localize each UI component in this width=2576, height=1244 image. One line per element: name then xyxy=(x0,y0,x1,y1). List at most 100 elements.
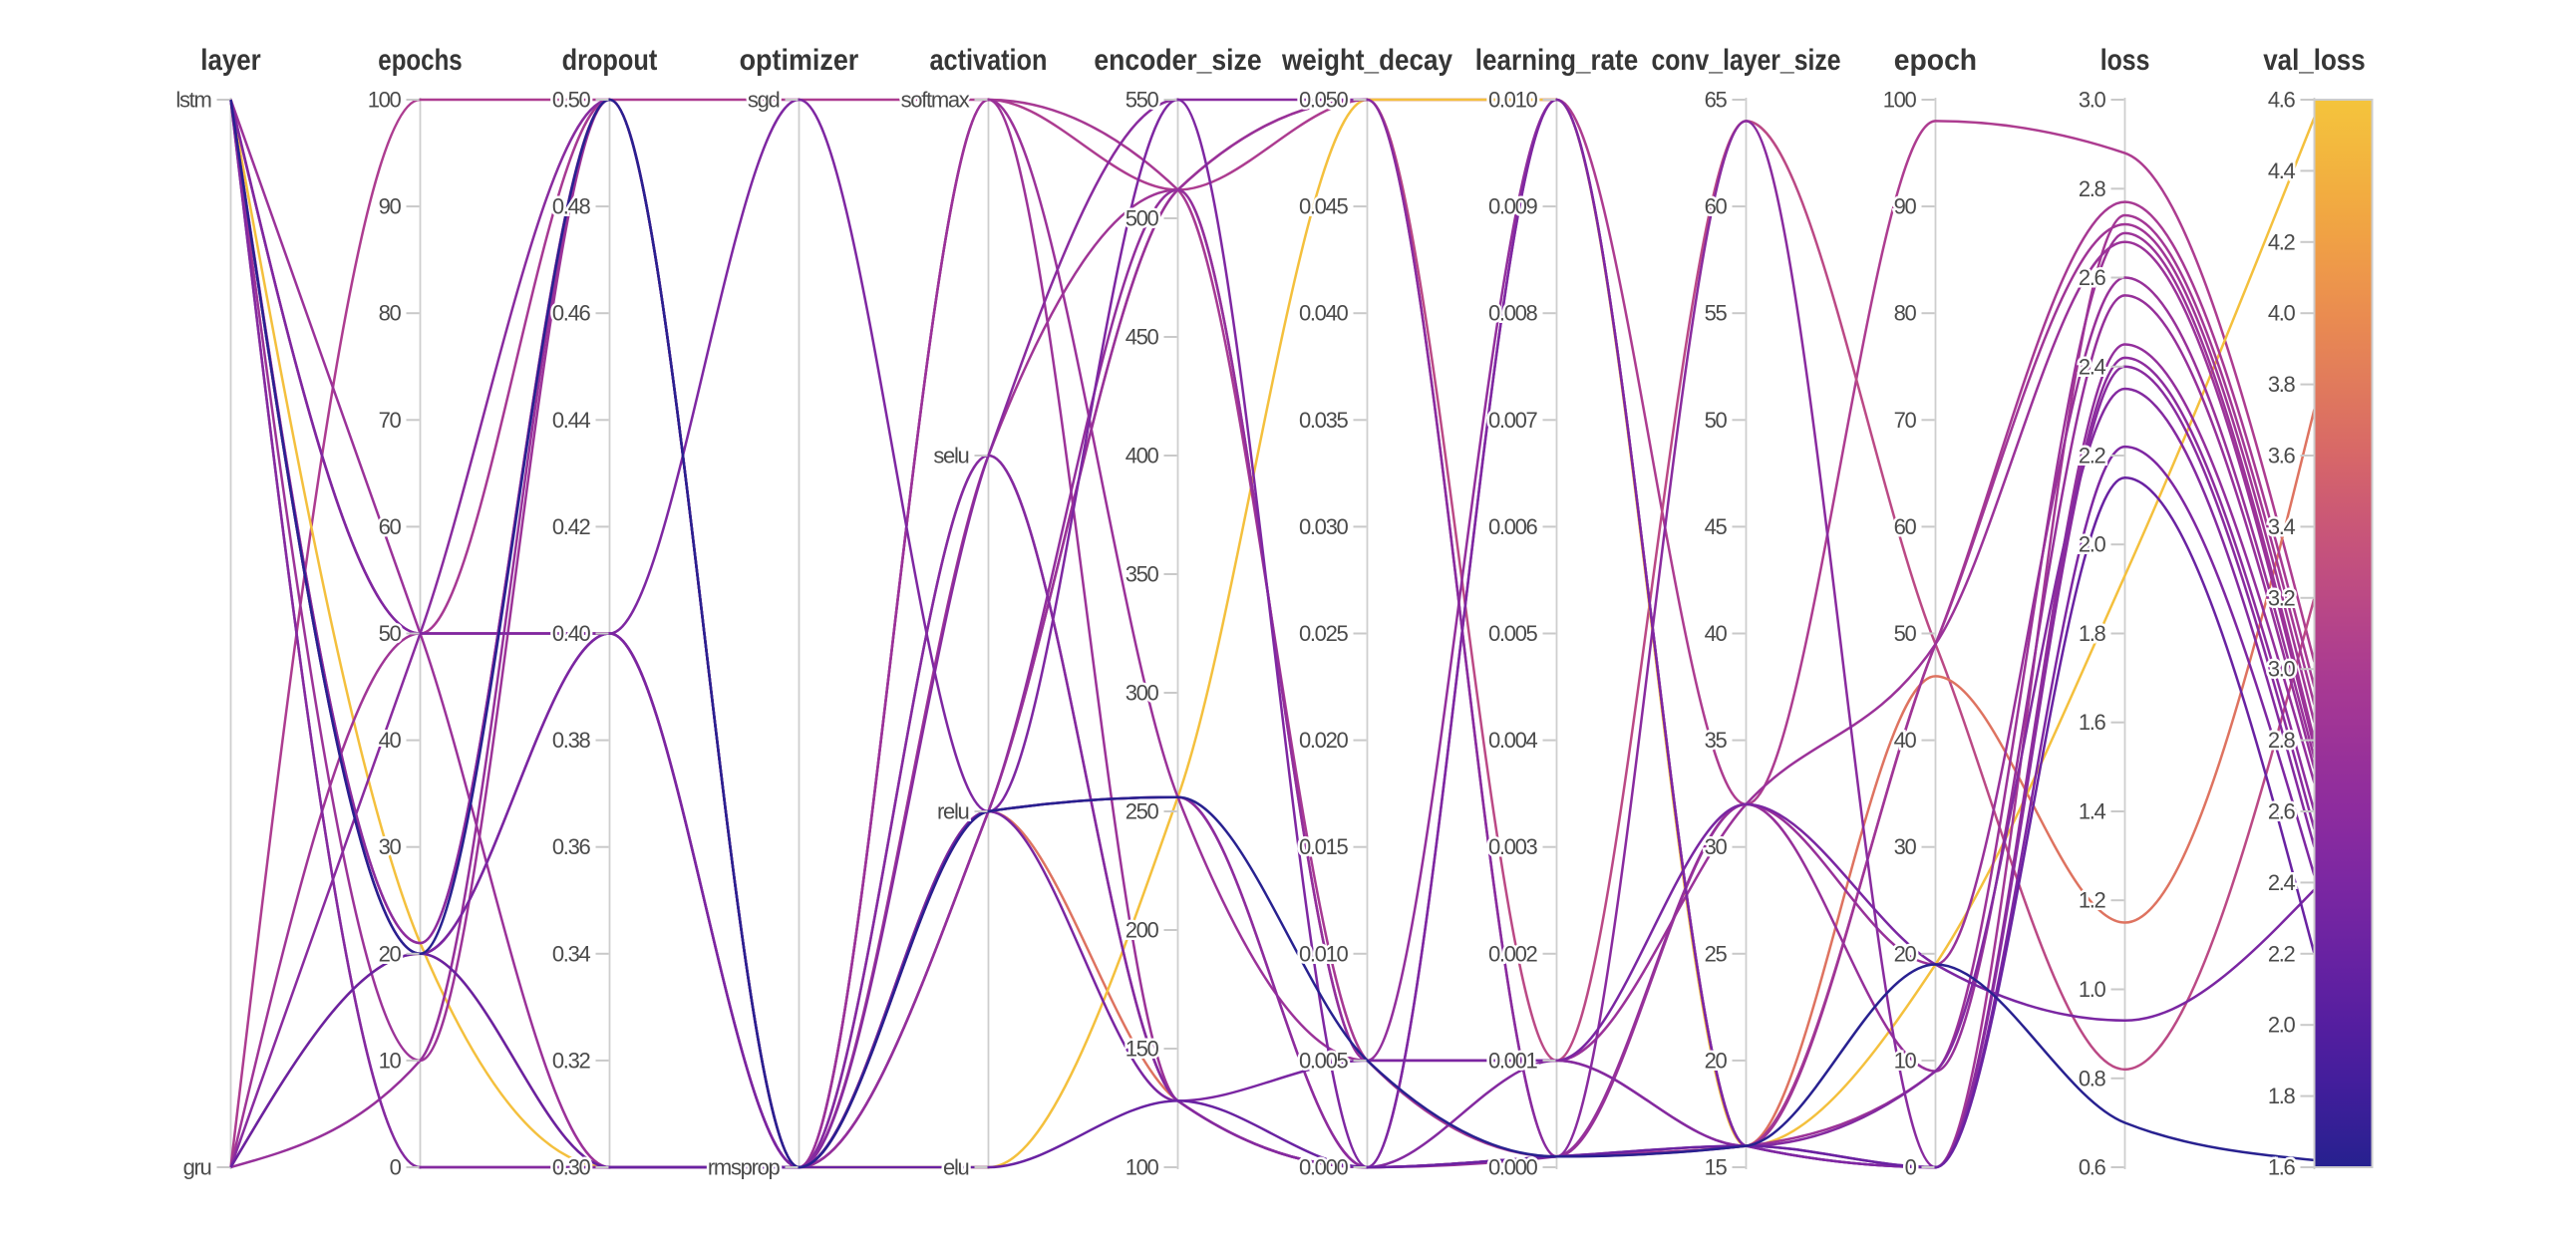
svg-text:90: 90 xyxy=(1894,194,1917,219)
svg-text:0.008: 0.008 xyxy=(1488,301,1538,326)
svg-text:45: 45 xyxy=(1705,514,1728,539)
svg-text:0.34: 0.34 xyxy=(552,941,591,966)
svg-text:3.0: 3.0 xyxy=(2079,88,2106,113)
svg-text:sgd: sgd xyxy=(748,88,780,113)
svg-text:500: 500 xyxy=(1126,206,1159,231)
svg-text:2.8: 2.8 xyxy=(2079,176,2106,201)
svg-text:0.000: 0.000 xyxy=(1299,1155,1349,1180)
svg-text:0.8: 0.8 xyxy=(2079,1066,2106,1090)
svg-text:val_loss: val_loss xyxy=(2263,44,2366,77)
svg-text:0.006: 0.006 xyxy=(1488,514,1538,539)
svg-text:softmax: softmax xyxy=(901,88,970,113)
svg-text:50: 50 xyxy=(1705,408,1728,433)
svg-text:3.4: 3.4 xyxy=(2268,514,2296,539)
svg-text:1.2: 1.2 xyxy=(2079,888,2106,913)
svg-text:350: 350 xyxy=(1126,562,1159,587)
svg-text:450: 450 xyxy=(1126,325,1159,350)
svg-text:0.005: 0.005 xyxy=(1488,621,1538,646)
svg-text:gru: gru xyxy=(183,1155,211,1180)
svg-text:2.0: 2.0 xyxy=(2268,1013,2296,1038)
svg-text:conv_layer_size: conv_layer_size xyxy=(1652,44,1841,77)
svg-text:3.8: 3.8 xyxy=(2268,372,2296,397)
svg-text:0.025: 0.025 xyxy=(1299,621,1349,646)
svg-text:loss: loss xyxy=(2100,44,2150,77)
svg-text:10: 10 xyxy=(1894,1048,1917,1073)
svg-text:15: 15 xyxy=(1705,1155,1728,1180)
svg-text:30: 30 xyxy=(379,834,402,859)
svg-text:0.009: 0.009 xyxy=(1488,194,1538,219)
svg-text:250: 250 xyxy=(1126,799,1159,824)
svg-text:optimizer: optimizer xyxy=(740,44,859,77)
svg-text:0.002: 0.002 xyxy=(1488,941,1538,966)
svg-text:300: 300 xyxy=(1126,681,1159,706)
svg-text:550: 550 xyxy=(1126,88,1159,113)
svg-text:epoch: epoch xyxy=(1894,44,1977,77)
svg-text:70: 70 xyxy=(379,408,402,433)
svg-text:80: 80 xyxy=(379,301,402,326)
svg-text:0.015: 0.015 xyxy=(1299,834,1349,859)
svg-text:25: 25 xyxy=(1705,941,1728,966)
svg-text:100: 100 xyxy=(1883,88,1917,113)
svg-text:90: 90 xyxy=(379,194,402,219)
svg-text:0.001: 0.001 xyxy=(1488,1048,1538,1073)
svg-text:30: 30 xyxy=(1894,834,1917,859)
svg-text:0.38: 0.38 xyxy=(552,728,591,753)
svg-text:3.0: 3.0 xyxy=(2268,657,2296,682)
svg-text:40: 40 xyxy=(379,728,402,753)
svg-text:60: 60 xyxy=(1705,194,1728,219)
svg-text:learning_rate: learning_rate xyxy=(1475,44,1638,77)
svg-text:4.0: 4.0 xyxy=(2268,301,2296,326)
svg-text:2.8: 2.8 xyxy=(2268,728,2296,753)
svg-text:2.2: 2.2 xyxy=(2268,941,2296,966)
svg-text:encoder_size: encoder_size xyxy=(1094,44,1261,77)
svg-text:0.30: 0.30 xyxy=(552,1155,591,1180)
svg-text:2.4: 2.4 xyxy=(2079,354,2106,379)
svg-text:elu: elu xyxy=(943,1155,969,1180)
svg-text:2.2: 2.2 xyxy=(2079,444,2106,468)
svg-text:100: 100 xyxy=(1126,1155,1159,1180)
svg-text:lstm: lstm xyxy=(175,88,210,113)
svg-text:65: 65 xyxy=(1705,88,1728,113)
svg-text:60: 60 xyxy=(1894,514,1917,539)
svg-text:0.007: 0.007 xyxy=(1488,408,1538,433)
svg-text:0: 0 xyxy=(1905,1155,1917,1180)
svg-text:0.36: 0.36 xyxy=(552,834,591,859)
svg-text:4.6: 4.6 xyxy=(2268,88,2296,113)
svg-text:400: 400 xyxy=(1126,444,1159,468)
svg-text:4.2: 4.2 xyxy=(2268,229,2296,254)
svg-text:20: 20 xyxy=(1705,1048,1728,1073)
svg-text:1.8: 1.8 xyxy=(2268,1084,2296,1108)
svg-text:2.6: 2.6 xyxy=(2268,799,2296,824)
svg-text:0.003: 0.003 xyxy=(1488,834,1538,859)
svg-text:2.0: 2.0 xyxy=(2079,532,2106,557)
svg-text:3.6: 3.6 xyxy=(2268,444,2296,468)
svg-text:1.8: 1.8 xyxy=(2079,621,2106,646)
svg-text:50: 50 xyxy=(379,621,402,646)
svg-text:100: 100 xyxy=(368,88,402,113)
svg-text:20: 20 xyxy=(1894,941,1917,966)
svg-text:0.44: 0.44 xyxy=(552,408,591,433)
svg-text:3.2: 3.2 xyxy=(2268,585,2296,610)
svg-text:0.46: 0.46 xyxy=(552,301,591,326)
svg-text:55: 55 xyxy=(1705,301,1728,326)
svg-text:activation: activation xyxy=(930,44,1048,77)
svg-text:1.6: 1.6 xyxy=(2268,1155,2296,1180)
svg-text:70: 70 xyxy=(1894,408,1917,433)
svg-text:0.004: 0.004 xyxy=(1488,728,1538,753)
svg-text:selu: selu xyxy=(933,444,968,468)
svg-text:10: 10 xyxy=(379,1048,402,1073)
svg-text:40: 40 xyxy=(1894,728,1917,753)
svg-text:relu: relu xyxy=(937,799,969,824)
svg-text:1.4: 1.4 xyxy=(2079,799,2106,824)
svg-text:0.40: 0.40 xyxy=(552,621,591,646)
svg-text:0.005: 0.005 xyxy=(1299,1048,1349,1073)
svg-text:40: 40 xyxy=(1705,621,1728,646)
svg-text:0.000: 0.000 xyxy=(1488,1155,1538,1180)
svg-text:epochs: epochs xyxy=(378,44,462,77)
svg-text:0: 0 xyxy=(390,1155,402,1180)
svg-text:0.32: 0.32 xyxy=(552,1048,591,1073)
svg-text:80: 80 xyxy=(1894,301,1917,326)
svg-text:1.6: 1.6 xyxy=(2079,710,2106,735)
svg-text:200: 200 xyxy=(1126,918,1159,943)
svg-text:2.6: 2.6 xyxy=(2079,265,2106,290)
